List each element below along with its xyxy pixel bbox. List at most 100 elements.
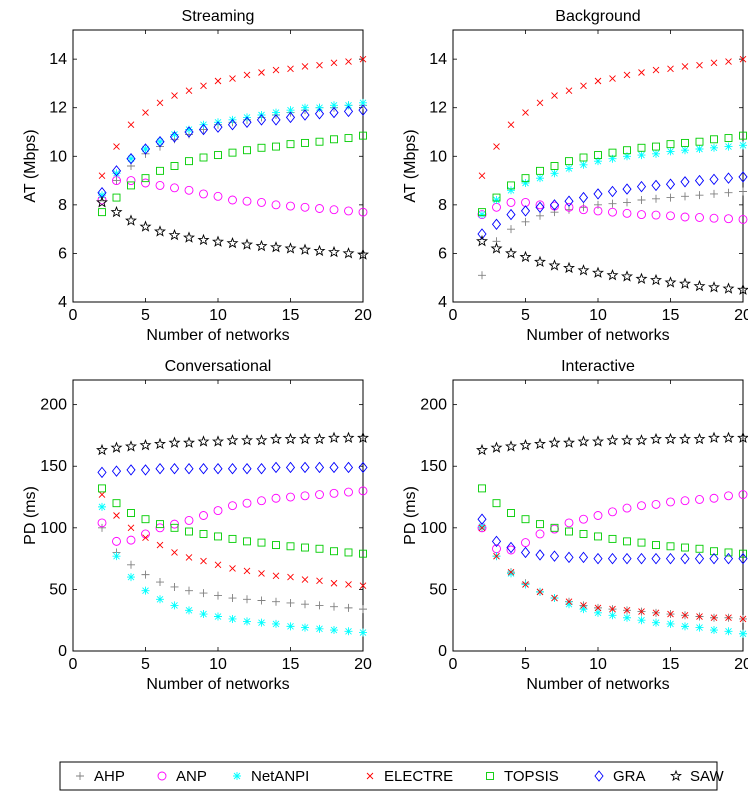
data-point-topsis <box>330 547 338 556</box>
data-point-electre <box>171 92 178 99</box>
data-point-saw <box>505 440 517 452</box>
data-point-electre <box>623 71 631 79</box>
data-point-electre <box>710 614 718 622</box>
data-point-gra <box>680 176 690 188</box>
data-point-anp <box>271 493 281 503</box>
data-point-electre <box>330 579 338 587</box>
data-point-topsis <box>228 148 237 157</box>
data-point-topsis <box>344 548 353 557</box>
data-point-saw <box>577 435 590 447</box>
data-point-topsis <box>185 157 193 166</box>
data-point-anp <box>738 490 748 500</box>
data-point-gra <box>535 549 545 561</box>
y-tick-label: 150 <box>40 458 67 475</box>
data-point-topsis <box>127 509 135 517</box>
data-point-electre <box>287 65 294 73</box>
legend-label: ANP <box>176 768 207 785</box>
x-tick-label: 5 <box>521 307 530 324</box>
data-point-topsis <box>199 153 208 162</box>
data-point-saw <box>679 432 691 445</box>
data-point-electre <box>185 87 193 95</box>
data-point-topsis <box>681 138 689 147</box>
y-axis-label: AT (Mbps) <box>22 129 39 202</box>
legend-label: NetANPI <box>251 768 309 785</box>
data-point-anp <box>358 207 368 217</box>
data-point-topsis <box>315 137 324 146</box>
data-point-electre <box>200 82 207 90</box>
data-point-anp <box>564 202 574 212</box>
data-point-netanpi <box>724 142 733 151</box>
y-tick-label: 50 <box>429 581 447 598</box>
y-tick-label: 100 <box>420 520 447 537</box>
series-anp <box>97 176 368 217</box>
data-point-saw <box>125 214 137 226</box>
data-point-topsis <box>594 151 602 160</box>
data-point-topsis <box>492 499 501 508</box>
data-point-netanpi <box>507 186 515 195</box>
y-tick-label: 200 <box>420 397 447 414</box>
x-tick-label: 10 <box>209 656 227 673</box>
data-point-netanpi <box>550 169 559 178</box>
data-point-topsis <box>170 162 179 170</box>
data-point-anp <box>666 497 675 507</box>
data-point-electre <box>345 581 352 588</box>
data-point-ahp <box>724 188 733 197</box>
data-point-gra <box>285 111 296 124</box>
series-electre <box>98 55 367 180</box>
data-point-anp <box>300 202 310 212</box>
y-tick-label: 12 <box>429 100 447 117</box>
data-point-gra <box>184 462 194 475</box>
data-point-anp <box>257 197 266 207</box>
data-point-saw <box>548 259 561 271</box>
data-point-saw <box>693 432 706 445</box>
data-point-electre <box>565 598 573 606</box>
data-point-netanpi <box>681 622 689 631</box>
data-point-gra <box>709 552 719 565</box>
data-point-anp <box>155 523 165 533</box>
x-tick-label: 0 <box>69 656 78 673</box>
data-point-ahp <box>652 194 660 203</box>
data-point-electre <box>98 172 106 180</box>
data-point-electre <box>301 63 309 70</box>
data-point-saw <box>241 434 253 446</box>
data-point-gra <box>723 172 734 184</box>
data-point-saw <box>519 439 532 451</box>
data-point-electre <box>580 82 587 90</box>
data-point-saw <box>563 261 575 274</box>
data-point-ahp <box>359 605 367 614</box>
data-point-netanpi <box>330 626 338 635</box>
panel-conversational: 0 5 10 15 20050100150200ConversationalNumber… <box>22 358 372 693</box>
data-point-netanpi <box>695 623 704 632</box>
data-point-gra <box>549 199 560 211</box>
data-point-electre <box>98 491 106 498</box>
data-point-anp <box>608 207 617 217</box>
data-point-electre <box>507 121 515 129</box>
data-point-saw <box>650 432 662 445</box>
data-point-gra <box>477 513 487 525</box>
data-point-netanpi <box>315 624 324 633</box>
data-point-ahp <box>330 602 338 611</box>
data-point-gra <box>126 464 136 476</box>
data-point-saw <box>342 247 355 259</box>
data-point-netanpi <box>579 605 588 614</box>
data-point-gra <box>738 171 748 183</box>
data-point-netanpi <box>359 98 367 107</box>
data-point-topsis <box>623 146 631 155</box>
data-point-anp <box>695 213 704 222</box>
data-point-anp <box>170 519 179 529</box>
data-point-electre <box>185 554 193 561</box>
data-point-topsis <box>507 181 515 190</box>
data-point-saw <box>299 432 311 445</box>
data-point-ahp <box>710 189 718 198</box>
data-point-netanpi <box>478 522 486 531</box>
data-point-gra <box>593 552 603 565</box>
data-point-netanpi <box>301 103 309 112</box>
data-point-netanpi <box>112 169 121 178</box>
x-tick-label: 20 <box>354 656 372 673</box>
data-point-netanpi <box>637 616 646 625</box>
x-axis-label: Number of networks <box>526 327 669 344</box>
data-point-saw <box>168 228 181 241</box>
data-point-anp <box>593 511 603 520</box>
data-point-ahp <box>579 203 588 212</box>
data-point-anp <box>738 214 748 224</box>
